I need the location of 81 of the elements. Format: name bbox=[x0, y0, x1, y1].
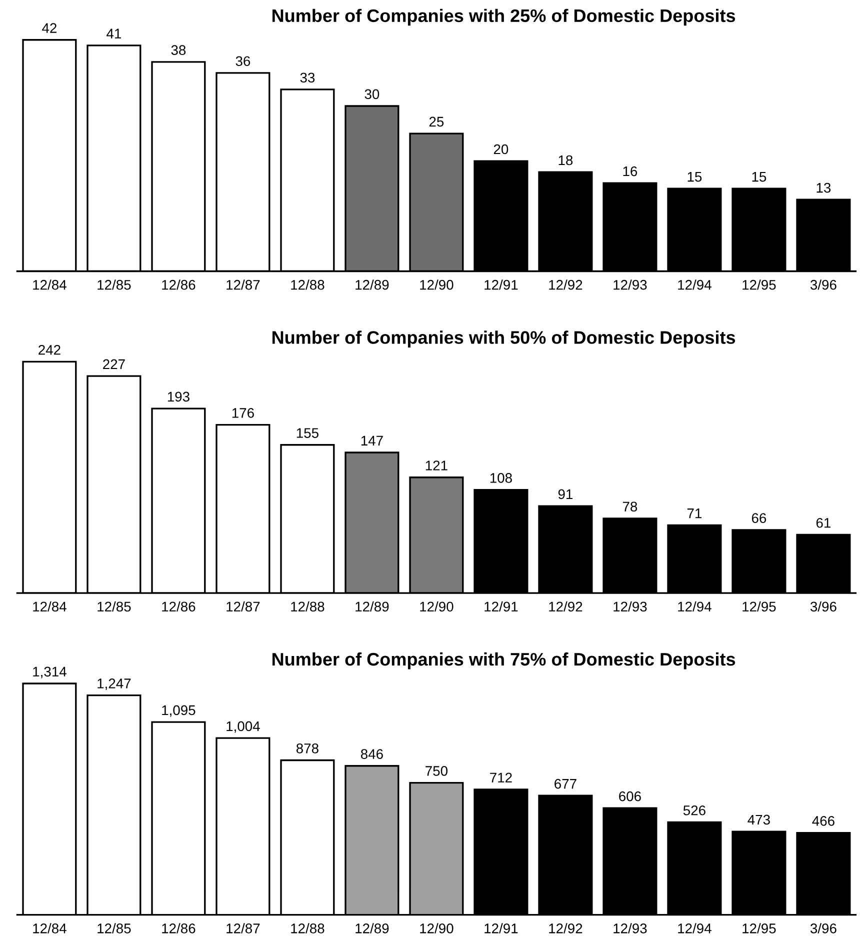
x-tick-label: 12/85 bbox=[98, 923, 131, 934]
data-label: 846 bbox=[360, 749, 383, 759]
x-tick-label: 12/84 bbox=[33, 601, 66, 612]
data-label: 147 bbox=[361, 436, 383, 446]
data-label: 193 bbox=[168, 392, 190, 402]
x-tick-label: 12/92 bbox=[549, 601, 582, 612]
data-label: 1,004 bbox=[226, 721, 260, 733]
x-tick-label: 3/96 bbox=[810, 923, 836, 934]
data-label: 78 bbox=[622, 502, 638, 512]
data-label: 38 bbox=[171, 45, 186, 56]
x-tick-label: 3/96 bbox=[810, 601, 836, 612]
x-tick-label: 12/85 bbox=[98, 601, 131, 612]
data-label: 42 bbox=[42, 23, 56, 33]
data-label: 121 bbox=[426, 460, 448, 470]
data-label: 466 bbox=[812, 816, 834, 826]
data-label: 66 bbox=[752, 513, 766, 524]
data-label: 13 bbox=[816, 182, 831, 193]
data-label: 1,095 bbox=[162, 705, 196, 717]
x-tick-label: 12/93 bbox=[614, 280, 647, 290]
x-tick-label: 12/89 bbox=[356, 280, 389, 290]
x-tick-label: 12/95 bbox=[742, 923, 776, 934]
data-label: 33 bbox=[300, 72, 315, 83]
data-label: 712 bbox=[490, 772, 512, 782]
x-tick-label: 12/93 bbox=[614, 601, 647, 612]
x-tick-label: 3/96 bbox=[810, 280, 836, 290]
x-tick-label: 12/90 bbox=[420, 923, 454, 934]
data-label: 242 bbox=[38, 344, 60, 355]
x-tick-label: 12/87 bbox=[226, 601, 260, 612]
x-tick-label: 12/91 bbox=[484, 280, 518, 290]
data-label: 108 bbox=[490, 473, 512, 483]
data-label: 15 bbox=[752, 172, 766, 182]
x-tick-label: 12/91 bbox=[484, 923, 518, 934]
data-label: 36 bbox=[236, 56, 250, 66]
x-tick-label: 12/94 bbox=[678, 601, 712, 612]
data-label: 1,314 bbox=[33, 666, 66, 678]
x-tick-label: 12/92 bbox=[549, 280, 582, 290]
data-label: 71 bbox=[687, 508, 702, 518]
data-label: 18 bbox=[558, 155, 573, 166]
data-label: 750 bbox=[426, 766, 448, 776]
x-tick-label: 12/92 bbox=[549, 923, 582, 934]
data-label: 20 bbox=[494, 144, 508, 154]
x-tick-label: 12/89 bbox=[356, 923, 389, 934]
data-label: 677 bbox=[554, 778, 576, 789]
x-tick-label: 12/94 bbox=[678, 280, 712, 290]
x-tick-label: 12/88 bbox=[291, 601, 324, 612]
data-label: 41 bbox=[106, 28, 121, 38]
data-label: 1,247 bbox=[98, 678, 131, 690]
data-label: 61 bbox=[816, 518, 830, 528]
x-tick-label: 12/85 bbox=[98, 280, 131, 290]
data-label: 15 bbox=[688, 172, 702, 182]
chart-title: Number of Companies with 50% of Domestic Deposits bbox=[272, 330, 736, 348]
x-tick-label: 12/84 bbox=[33, 280, 66, 290]
x-tick-label: 12/84 bbox=[33, 923, 66, 934]
x-tick-label: 12/88 bbox=[291, 923, 324, 934]
x-tick-label: 12/86 bbox=[162, 601, 196, 612]
x-tick-label: 12/89 bbox=[356, 601, 389, 612]
x-tick-label: 12/90 bbox=[420, 601, 454, 612]
x-tick-label: 12/87 bbox=[226, 923, 260, 934]
x-tick-label: 12/95 bbox=[742, 280, 776, 290]
data-label: 16 bbox=[623, 166, 638, 176]
data-label: 176 bbox=[232, 408, 254, 418]
x-tick-label: 12/87 bbox=[226, 280, 260, 290]
x-tick-label: 12/95 bbox=[742, 601, 776, 612]
data-label: 878 bbox=[296, 743, 318, 754]
x-tick-label: 12/86 bbox=[162, 280, 196, 290]
data-label: 25 bbox=[429, 116, 444, 127]
data-label: 227 bbox=[103, 359, 125, 369]
data-label: 473 bbox=[748, 814, 770, 825]
chart-title: Number of Companies with 75% of Domestic Deposits bbox=[272, 652, 736, 670]
x-tick-label: 12/88 bbox=[291, 280, 324, 290]
chart-title: Number of Companies with 25% of Domestic Deposits bbox=[272, 8, 736, 26]
x-tick-label: 12/93 bbox=[614, 923, 647, 934]
x-tick-label: 12/91 bbox=[484, 601, 518, 612]
x-tick-label: 12/94 bbox=[678, 923, 712, 934]
data-label: 91 bbox=[558, 489, 572, 500]
x-tick-label: 12/90 bbox=[420, 280, 454, 290]
data-label: 606 bbox=[619, 791, 641, 802]
data-label: 30 bbox=[364, 89, 380, 100]
data-label: 155 bbox=[296, 428, 318, 438]
data-label: 526 bbox=[683, 805, 706, 816]
x-tick-label: 12/86 bbox=[162, 923, 196, 934]
